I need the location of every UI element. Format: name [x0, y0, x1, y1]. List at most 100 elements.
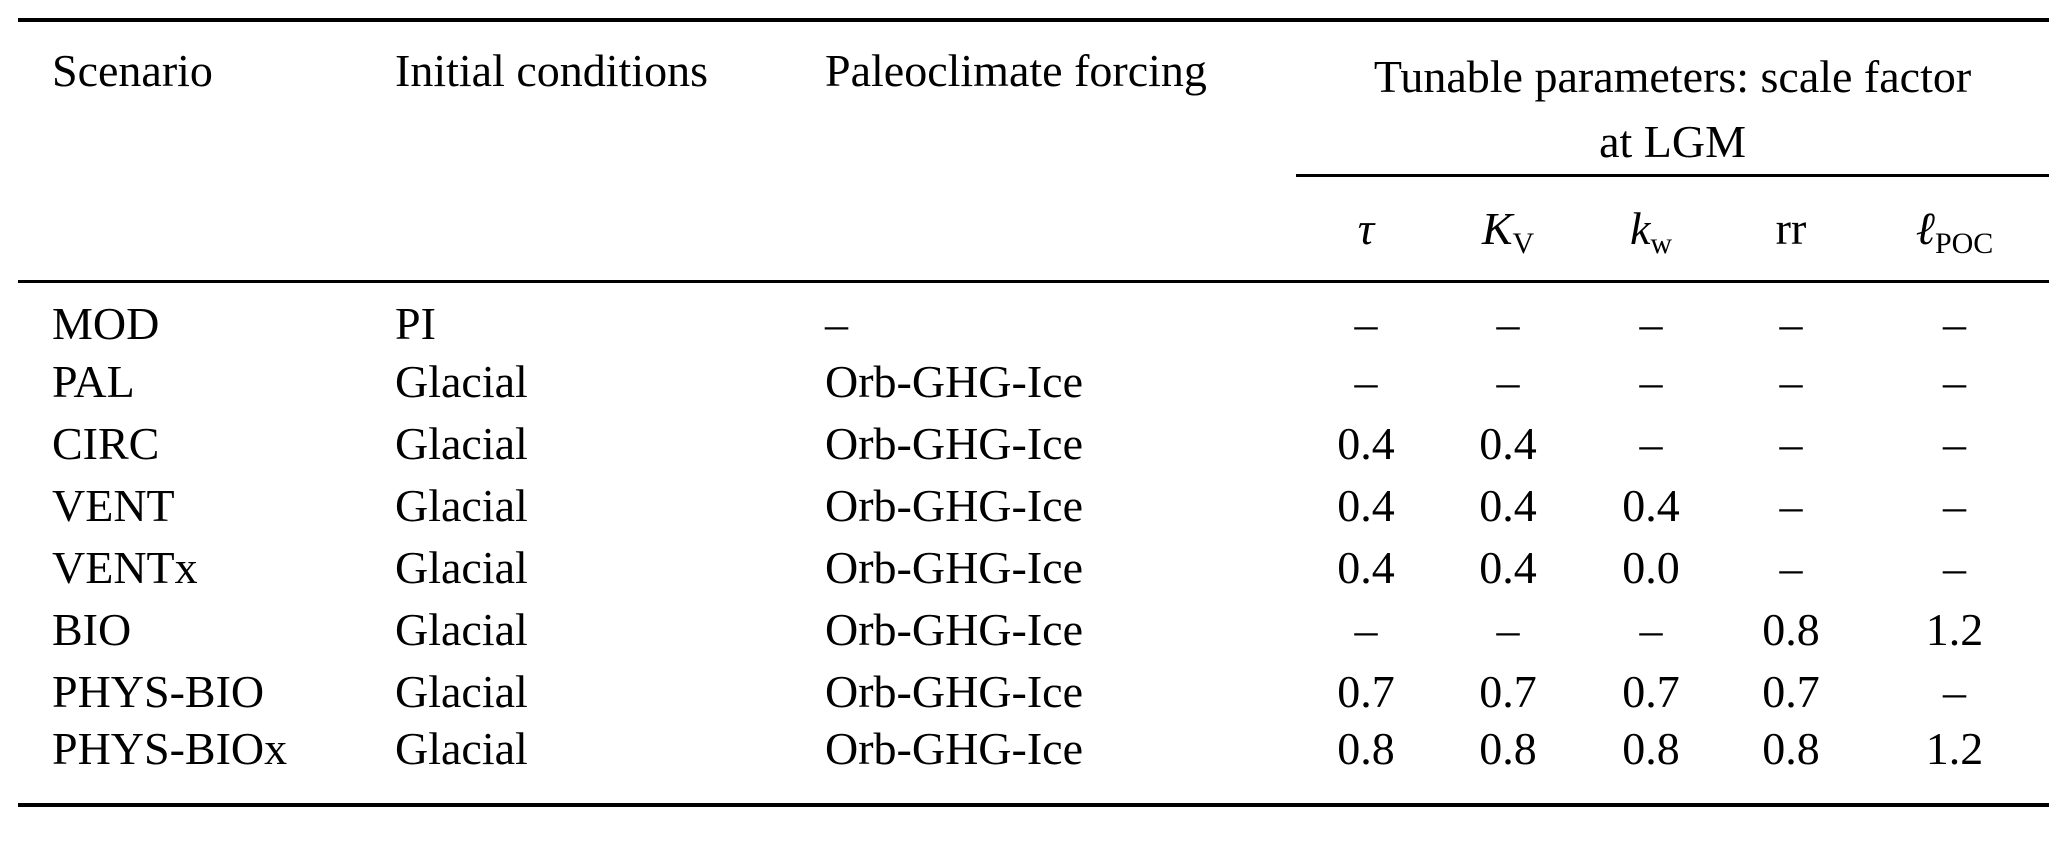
lpoc-symbol: ℓ	[1915, 203, 1935, 254]
cell-lpoc: –	[1943, 417, 1967, 469]
cell-paleoclimate-forcing: Orb-GHG-Ice	[825, 417, 1083, 469]
cell-tau: –	[1354, 298, 1378, 349]
tunable-group-line1: Tunable parameters: scale factor	[1373, 51, 1972, 102]
cell-tau: 0.4	[1337, 417, 1395, 469]
cell-rr: –	[1779, 355, 1803, 407]
cell-rr: –	[1779, 417, 1803, 469]
cell-kw: –	[1639, 298, 1663, 349]
table-row: PHYS-BIOx Glacial Orb-GHG-Ice 0.8 0.8 0.…	[18, 722, 2049, 805]
param-header-rr: rr	[1722, 175, 1860, 283]
param-header-tau: τ	[1296, 175, 1436, 283]
param-header-lpoc: ℓPOC	[1860, 175, 2050, 283]
cell-kv: –	[1496, 355, 1520, 407]
table-row: CIRC Glacial Orb-GHG-Ice 0.4 0.4 – – –	[18, 412, 2049, 474]
cell-kv: –	[1496, 603, 1520, 655]
table-row: PAL Glacial Orb-GHG-Ice – – – – –	[18, 350, 2049, 412]
cell-initial-conditions: Glacial	[395, 665, 528, 717]
cell-tau: –	[1354, 603, 1378, 655]
cell-lpoc: –	[1943, 479, 1967, 531]
cell-tau: 0.7	[1337, 665, 1395, 717]
cell-rr: –	[1779, 479, 1803, 531]
cell-tau: 0.8	[1337, 723, 1395, 774]
cell-lpoc: 1.2	[1925, 603, 1984, 655]
spacer-cell	[825, 175, 1296, 283]
header-group-row: Scenario Initial conditions Paleoclimate…	[18, 20, 2050, 177]
cell-initial-conditions: Glacial	[395, 417, 528, 469]
cell-tau: 0.4	[1337, 541, 1395, 593]
cell-scenario: PHYS-BIO	[52, 665, 265, 717]
cell-initial-conditions: Glacial	[395, 541, 528, 593]
cell-kw: 0.0	[1622, 541, 1680, 593]
kv-subscript: V	[1512, 227, 1535, 260]
lpoc-subscript: POC	[1934, 227, 1994, 260]
cell-rr: 0.8	[1762, 723, 1820, 774]
col-header-scenario: Scenario	[52, 45, 213, 96]
header-params-row: τ KV kw rr ℓPOC	[18, 175, 2050, 283]
cell-scenario: MOD	[52, 298, 160, 349]
cell-rr: –	[1779, 298, 1803, 349]
cell-kv: –	[1496, 298, 1520, 349]
cell-rr: 0.7	[1762, 665, 1820, 717]
cell-scenario: BIO	[52, 603, 132, 655]
cell-kv: 0.8	[1479, 723, 1537, 774]
tunable-group-line2: at LGM	[1599, 116, 1746, 167]
spacer-cell	[395, 175, 825, 283]
cell-scenario: VENTx	[52, 541, 198, 593]
cell-lpoc: –	[1943, 665, 1967, 717]
table-row: PHYS-BIO Glacial Orb-GHG-Ice 0.7 0.7 0.7…	[18, 660, 2049, 722]
cell-kv: 0.7	[1479, 665, 1537, 717]
cell-lpoc: 1.2	[1925, 723, 1984, 774]
cell-paleoclimate-forcing: Orb-GHG-Ice	[825, 541, 1083, 593]
rr-symbol: rr	[1775, 203, 1807, 254]
cell-kw: –	[1639, 603, 1663, 655]
cell-initial-conditions: Glacial	[395, 479, 528, 531]
kw-subscript: w	[1650, 227, 1673, 260]
cell-tau: 0.4	[1337, 479, 1395, 531]
cell-lpoc: –	[1943, 355, 1967, 407]
cell-paleoclimate-forcing: Orb-GHG-Ice	[825, 479, 1083, 531]
cell-rr: –	[1779, 541, 1803, 593]
table-row: MOD PI – – – – – –	[18, 282, 2049, 351]
col-header-paleoclimate-forcing: Paleoclimate forcing	[825, 45, 1207, 96]
col-header-tunable-parameters: Tunable parameters: scale factor at LGM	[1296, 20, 2050, 177]
cell-scenario: VENT	[52, 479, 175, 531]
cell-initial-conditions: Glacial	[395, 723, 528, 774]
table-row: VENTx Glacial Orb-GHG-Ice 0.4 0.4 0.0 – …	[18, 536, 2049, 598]
cell-kv: 0.4	[1479, 479, 1537, 531]
table-row: VENT Glacial Orb-GHG-Ice 0.4 0.4 0.4 – –	[18, 474, 2049, 536]
cell-initial-conditions: PI	[395, 298, 436, 349]
cell-kw: 0.4	[1622, 479, 1680, 531]
kw-symbol: k	[1629, 203, 1651, 254]
cell-tau: –	[1354, 355, 1378, 407]
cell-scenario: PAL	[52, 355, 135, 407]
table-row: BIO Glacial Orb-GHG-Ice – – – 0.8 1.2	[18, 598, 2049, 660]
param-header-kv: KV	[1436, 175, 1580, 283]
cell-paleoclimate-forcing: Orb-GHG-Ice	[825, 355, 1083, 407]
cell-rr: 0.8	[1762, 603, 1820, 655]
table-body: MOD PI – – – – – – PAL Glacial Orb-GHG-I…	[18, 282, 2049, 806]
cell-paleoclimate-forcing: Orb-GHG-Ice	[825, 723, 1083, 774]
cell-lpoc: –	[1943, 541, 1967, 593]
cell-paleoclimate-forcing: Orb-GHG-Ice	[825, 603, 1083, 655]
cell-paleoclimate-forcing: Orb-GHG-Ice	[825, 665, 1083, 717]
cell-kw: 0.8	[1622, 723, 1680, 774]
cell-kw: 0.7	[1622, 665, 1680, 717]
spacer-cell	[18, 175, 395, 283]
col-header-initial-conditions: Initial conditions	[395, 45, 709, 96]
cell-paleoclimate-forcing: –	[825, 298, 848, 349]
cell-lpoc: –	[1943, 298, 1967, 349]
cell-kv: 0.4	[1479, 541, 1537, 593]
table-header: Scenario Initial conditions Paleoclimate…	[18, 20, 2050, 283]
cell-scenario: CIRC	[52, 417, 160, 469]
cell-kw: –	[1639, 417, 1663, 469]
param-header-kw: kw	[1580, 175, 1722, 283]
cell-kv: 0.4	[1479, 417, 1537, 469]
cell-initial-conditions: Glacial	[395, 603, 528, 655]
tau-symbol: τ	[1357, 203, 1375, 254]
kv-symbol: K	[1481, 203, 1513, 254]
scenarios-table: Scenario Initial conditions Paleoclimate…	[18, 18, 2050, 807]
cell-initial-conditions: Glacial	[395, 355, 528, 407]
cell-scenario: PHYS-BIOx	[52, 723, 288, 774]
cell-kw: –	[1639, 355, 1663, 407]
